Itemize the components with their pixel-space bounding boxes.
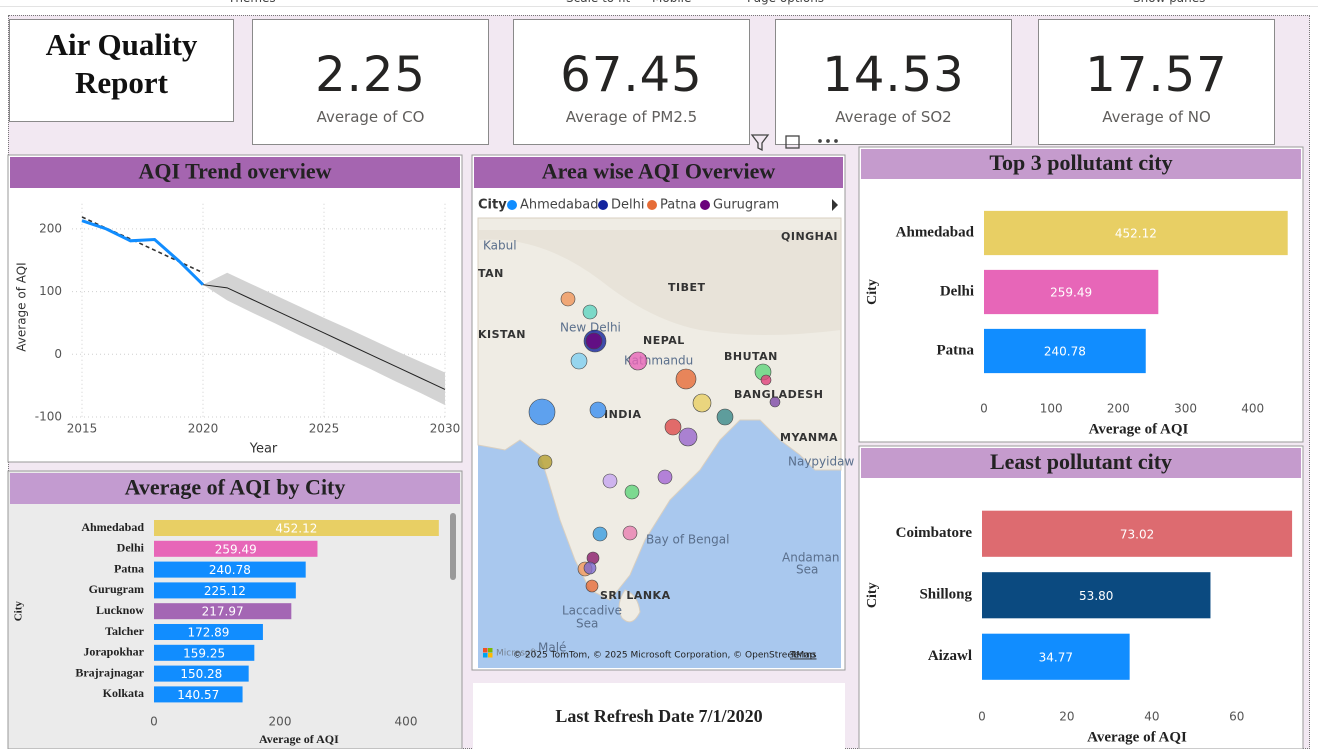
kpi-value: 2.25 (315, 47, 426, 103)
kpi-label: Average of CO (316, 108, 425, 126)
report-title: Air Quality Report (9, 19, 234, 122)
kpi-label: Average of PM2.5 (565, 108, 698, 126)
kpi-card: 14.53 Average of SO2 (775, 19, 1012, 145)
kpi-card: 17.57 Average of NO (1038, 19, 1275, 145)
toolbar-item[interactable]: Show panes (1133, 0, 1205, 5)
kpi-value: 14.53 (822, 47, 965, 103)
kpi-card: 67.45 Average of PM2.5 (513, 19, 750, 145)
toolbar-item[interactable]: Themes (228, 0, 276, 5)
toolbar: Themes Scale to fit Mobile Page options … (0, 0, 1318, 7)
toolbar-item[interactable]: Scale to fit (566, 0, 630, 5)
kpi-value: 17.57 (1085, 47, 1228, 103)
kpi-value: 67.45 (560, 47, 703, 103)
toolbar-item[interactable]: Page options (747, 0, 824, 5)
kpi-label: Average of NO (1102, 108, 1211, 126)
kpi-label: Average of SO2 (835, 108, 952, 126)
toolbar-item[interactable]: Mobile (652, 0, 691, 5)
kpi-card: 2.25 Average of CO (252, 19, 489, 145)
refresh-card: Last Refresh Date 7/1/2020 (473, 683, 845, 749)
